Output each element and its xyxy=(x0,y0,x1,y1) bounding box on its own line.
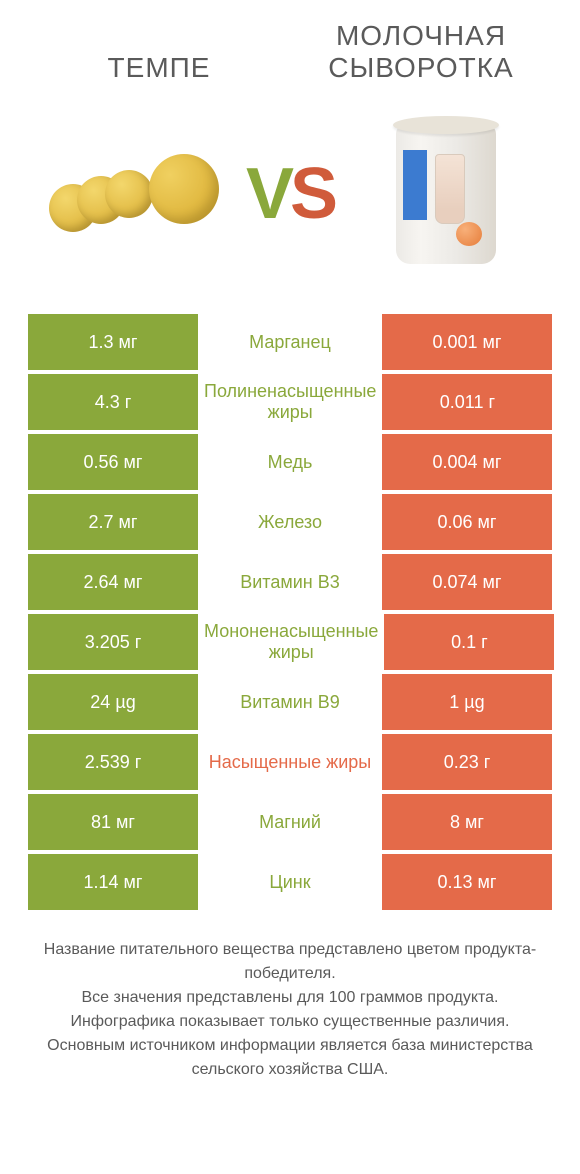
footer-line: Все значения представлены для 100 граммо… xyxy=(32,986,548,1010)
nutrient-label: Витамин B3 xyxy=(198,554,382,610)
table-row: 3.205 гМононенасыщенные жиры0.1 г xyxy=(28,614,552,670)
table-row: 0.56 мгМедь0.004 мг xyxy=(28,434,552,490)
nutrient-label: Витамин B9 xyxy=(198,674,382,730)
right-value: 0.13 мг xyxy=(382,854,552,910)
vs-label: VS xyxy=(240,153,340,235)
footer-line: Основным источником информации является … xyxy=(32,1034,548,1082)
nutrient-label: Насыщенные жиры xyxy=(198,734,382,790)
right-title: МОЛОЧНАЯ СЫВОРОТКА xyxy=(290,20,552,84)
table-row: 4.3 гПолиненасыщенные жиры0.011 г xyxy=(28,374,552,430)
footer-line: Название питательного вещества представл… xyxy=(32,938,548,986)
vs-s: S xyxy=(290,154,334,234)
left-value: 0.56 мг xyxy=(28,434,198,490)
table-row: 1.3 мгМарганец0.001 мг xyxy=(28,314,552,370)
comparison-table: 1.3 мгМарганец0.001 мг4.3 гПолиненасыщен… xyxy=(28,314,552,910)
right-value: 0.06 мг xyxy=(382,494,552,550)
vs-v: V xyxy=(246,154,290,234)
right-value: 0.011 г xyxy=(382,374,552,430)
right-value: 0.23 г xyxy=(382,734,552,790)
images-row: VS xyxy=(28,104,552,284)
table-row: 2.7 мгЖелезо0.06 мг xyxy=(28,494,552,550)
table-row: 81 мгМагний8 мг xyxy=(28,794,552,850)
tempeh-icon xyxy=(49,154,219,234)
left-value: 81 мг xyxy=(28,794,198,850)
right-value: 1 µg xyxy=(382,674,552,730)
right-value: 0.001 мг xyxy=(382,314,552,370)
left-value: 2.539 г xyxy=(28,734,198,790)
infographic: ТЕМПЕ МОЛОЧНАЯ СЫВОРОТКА VS 1.3 мгМарг xyxy=(0,0,580,1082)
table-row: 2.64 мгВитамин B30.074 мг xyxy=(28,554,552,610)
left-value: 1.3 мг xyxy=(28,314,198,370)
table-row: 2.539 гНасыщенные жиры0.23 г xyxy=(28,734,552,790)
nutrient-label: Магний xyxy=(198,794,382,850)
nutrient-label: Железо xyxy=(198,494,382,550)
right-value: 0.074 мг xyxy=(382,554,552,610)
titles-row: ТЕМПЕ МОЛОЧНАЯ СЫВОРОТКА xyxy=(28,20,552,84)
nutrient-label: Медь xyxy=(198,434,382,490)
left-value: 2.7 мг xyxy=(28,494,198,550)
table-row: 1.14 мгЦинк0.13 мг xyxy=(28,854,552,910)
left-value: 3.205 г xyxy=(28,614,198,670)
left-value: 1.14 мг xyxy=(28,854,198,910)
nutrient-label: Полиненасыщенные жиры xyxy=(198,374,382,430)
right-value: 0.1 г xyxy=(384,614,554,670)
left-title: ТЕМПЕ xyxy=(28,52,290,84)
footer-text: Название питательного вещества представл… xyxy=(28,938,552,1082)
left-value: 4.3 г xyxy=(28,374,198,430)
nutrient-label: Цинк xyxy=(198,854,382,910)
footer-line: Инфографика показывает только существенн… xyxy=(32,1010,548,1034)
left-value: 24 µg xyxy=(28,674,198,730)
nutrient-label: Марганец xyxy=(198,314,382,370)
whey-icon xyxy=(391,114,501,274)
table-row: 24 µgВитамин B91 µg xyxy=(28,674,552,730)
left-value: 2.64 мг xyxy=(28,554,198,610)
left-image xyxy=(28,104,240,284)
right-image xyxy=(340,104,552,284)
right-value: 8 мг xyxy=(382,794,552,850)
right-value: 0.004 мг xyxy=(382,434,552,490)
nutrient-label: Мононенасыщенные жиры xyxy=(198,614,384,670)
